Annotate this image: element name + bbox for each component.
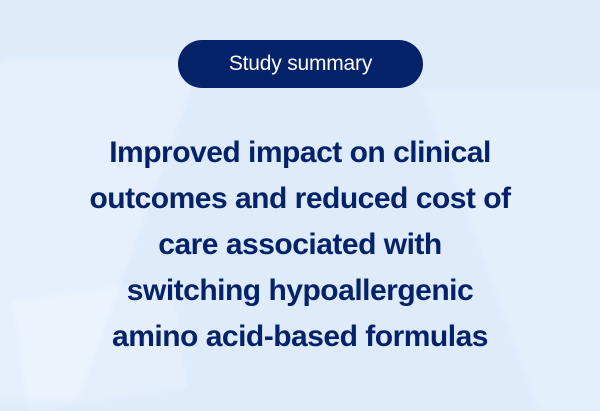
headline-line: switching hypoallergenic [126,274,474,307]
badge-label: Study summary [228,52,373,75]
headline-line: outcomes and reduced cost of [89,182,511,215]
study-summary-badge: Study summary [178,40,423,88]
headline-line: Improved impact on clinical [109,136,491,169]
headline-line: care associated with [158,228,442,261]
headline-line: amino acid-based formulas [112,320,488,353]
headline: Improved impact on clinical outcomes and… [0,130,600,360]
